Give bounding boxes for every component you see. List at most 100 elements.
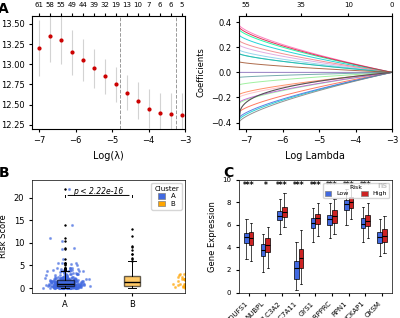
- Point: [189, 273, 196, 278]
- Point: [70, 285, 76, 290]
- Point: [58, 282, 64, 287]
- Point: [75, 281, 82, 286]
- Point: [58, 279, 64, 284]
- Point: [73, 286, 80, 291]
- Point: [184, 285, 190, 290]
- Point: [197, 283, 204, 288]
- Point: [190, 262, 196, 267]
- Point: [67, 277, 74, 282]
- Point: [71, 285, 78, 290]
- Point: [54, 265, 60, 270]
- Point: [61, 284, 67, 289]
- Point: [183, 281, 189, 286]
- Point: [70, 279, 77, 284]
- Point: [188, 274, 195, 279]
- Point: [87, 283, 94, 288]
- Point: [180, 284, 187, 289]
- Point: [71, 282, 78, 287]
- Point: [207, 278, 213, 283]
- Point: [191, 280, 197, 286]
- Point: [186, 284, 192, 289]
- Point: [59, 260, 65, 265]
- Point: [76, 283, 82, 288]
- Point: [55, 283, 61, 288]
- Point: [40, 285, 47, 290]
- Point: [62, 284, 68, 289]
- Point: [54, 283, 61, 288]
- Point: [200, 283, 207, 288]
- Point: [64, 281, 70, 286]
- Point: [58, 278, 64, 283]
- Point: [51, 277, 57, 282]
- Point: [202, 258, 208, 263]
- Point: [197, 283, 204, 288]
- Point: [60, 277, 66, 282]
- Point: [201, 282, 208, 287]
- Point: [188, 270, 194, 275]
- Point: [197, 272, 203, 277]
- Point: [200, 283, 206, 288]
- Point: [60, 273, 67, 279]
- Point: [66, 286, 73, 291]
- Point: [55, 275, 61, 280]
- Point: [65, 284, 72, 289]
- Point: [198, 285, 204, 290]
- Point: [208, 283, 214, 288]
- Text: A: A: [0, 2, 9, 16]
- Point: [189, 283, 195, 288]
- Point: [58, 281, 64, 286]
- Point: [58, 282, 64, 287]
- Point: [61, 281, 67, 287]
- Point: [71, 276, 77, 281]
- Point: [194, 276, 200, 281]
- Point: [75, 267, 81, 272]
- Point: [191, 276, 197, 281]
- Point: [204, 277, 210, 282]
- Point: [208, 282, 214, 287]
- Point: [72, 279, 79, 284]
- Point: [77, 281, 84, 286]
- Point: [195, 285, 202, 290]
- Point: [52, 279, 58, 284]
- Point: [57, 284, 64, 289]
- Point: [193, 280, 199, 286]
- Point: [193, 284, 199, 289]
- Point: [68, 285, 75, 290]
- Point: [71, 279, 77, 284]
- Point: [55, 285, 62, 290]
- PathPatch shape: [249, 232, 254, 245]
- Point: [43, 272, 49, 277]
- Point: [64, 285, 70, 290]
- Point: [189, 283, 196, 288]
- Point: [73, 285, 80, 290]
- Point: [200, 275, 206, 280]
- Point: [70, 284, 76, 289]
- Point: [196, 284, 203, 289]
- Point: [67, 283, 74, 288]
- Point: [60, 268, 66, 273]
- Point: [198, 266, 204, 272]
- Point: [196, 284, 202, 289]
- Point: [52, 285, 58, 290]
- Point: [207, 274, 213, 279]
- Point: [58, 280, 64, 285]
- Point: [186, 259, 192, 265]
- Point: [198, 279, 204, 284]
- Point: [205, 277, 212, 282]
- Point: [57, 284, 63, 289]
- Point: [59, 281, 65, 287]
- Point: [64, 275, 70, 280]
- Point: [71, 285, 77, 290]
- PathPatch shape: [124, 276, 140, 286]
- Point: [57, 285, 63, 290]
- Point: [205, 277, 212, 282]
- Point: [205, 284, 212, 289]
- Point: [186, 273, 193, 278]
- Point: [75, 277, 82, 282]
- Point: [197, 281, 204, 286]
- Point: [203, 269, 209, 274]
- Point: [68, 280, 75, 285]
- Point: [55, 278, 61, 283]
- Point: [208, 279, 214, 284]
- Point: [70, 278, 76, 283]
